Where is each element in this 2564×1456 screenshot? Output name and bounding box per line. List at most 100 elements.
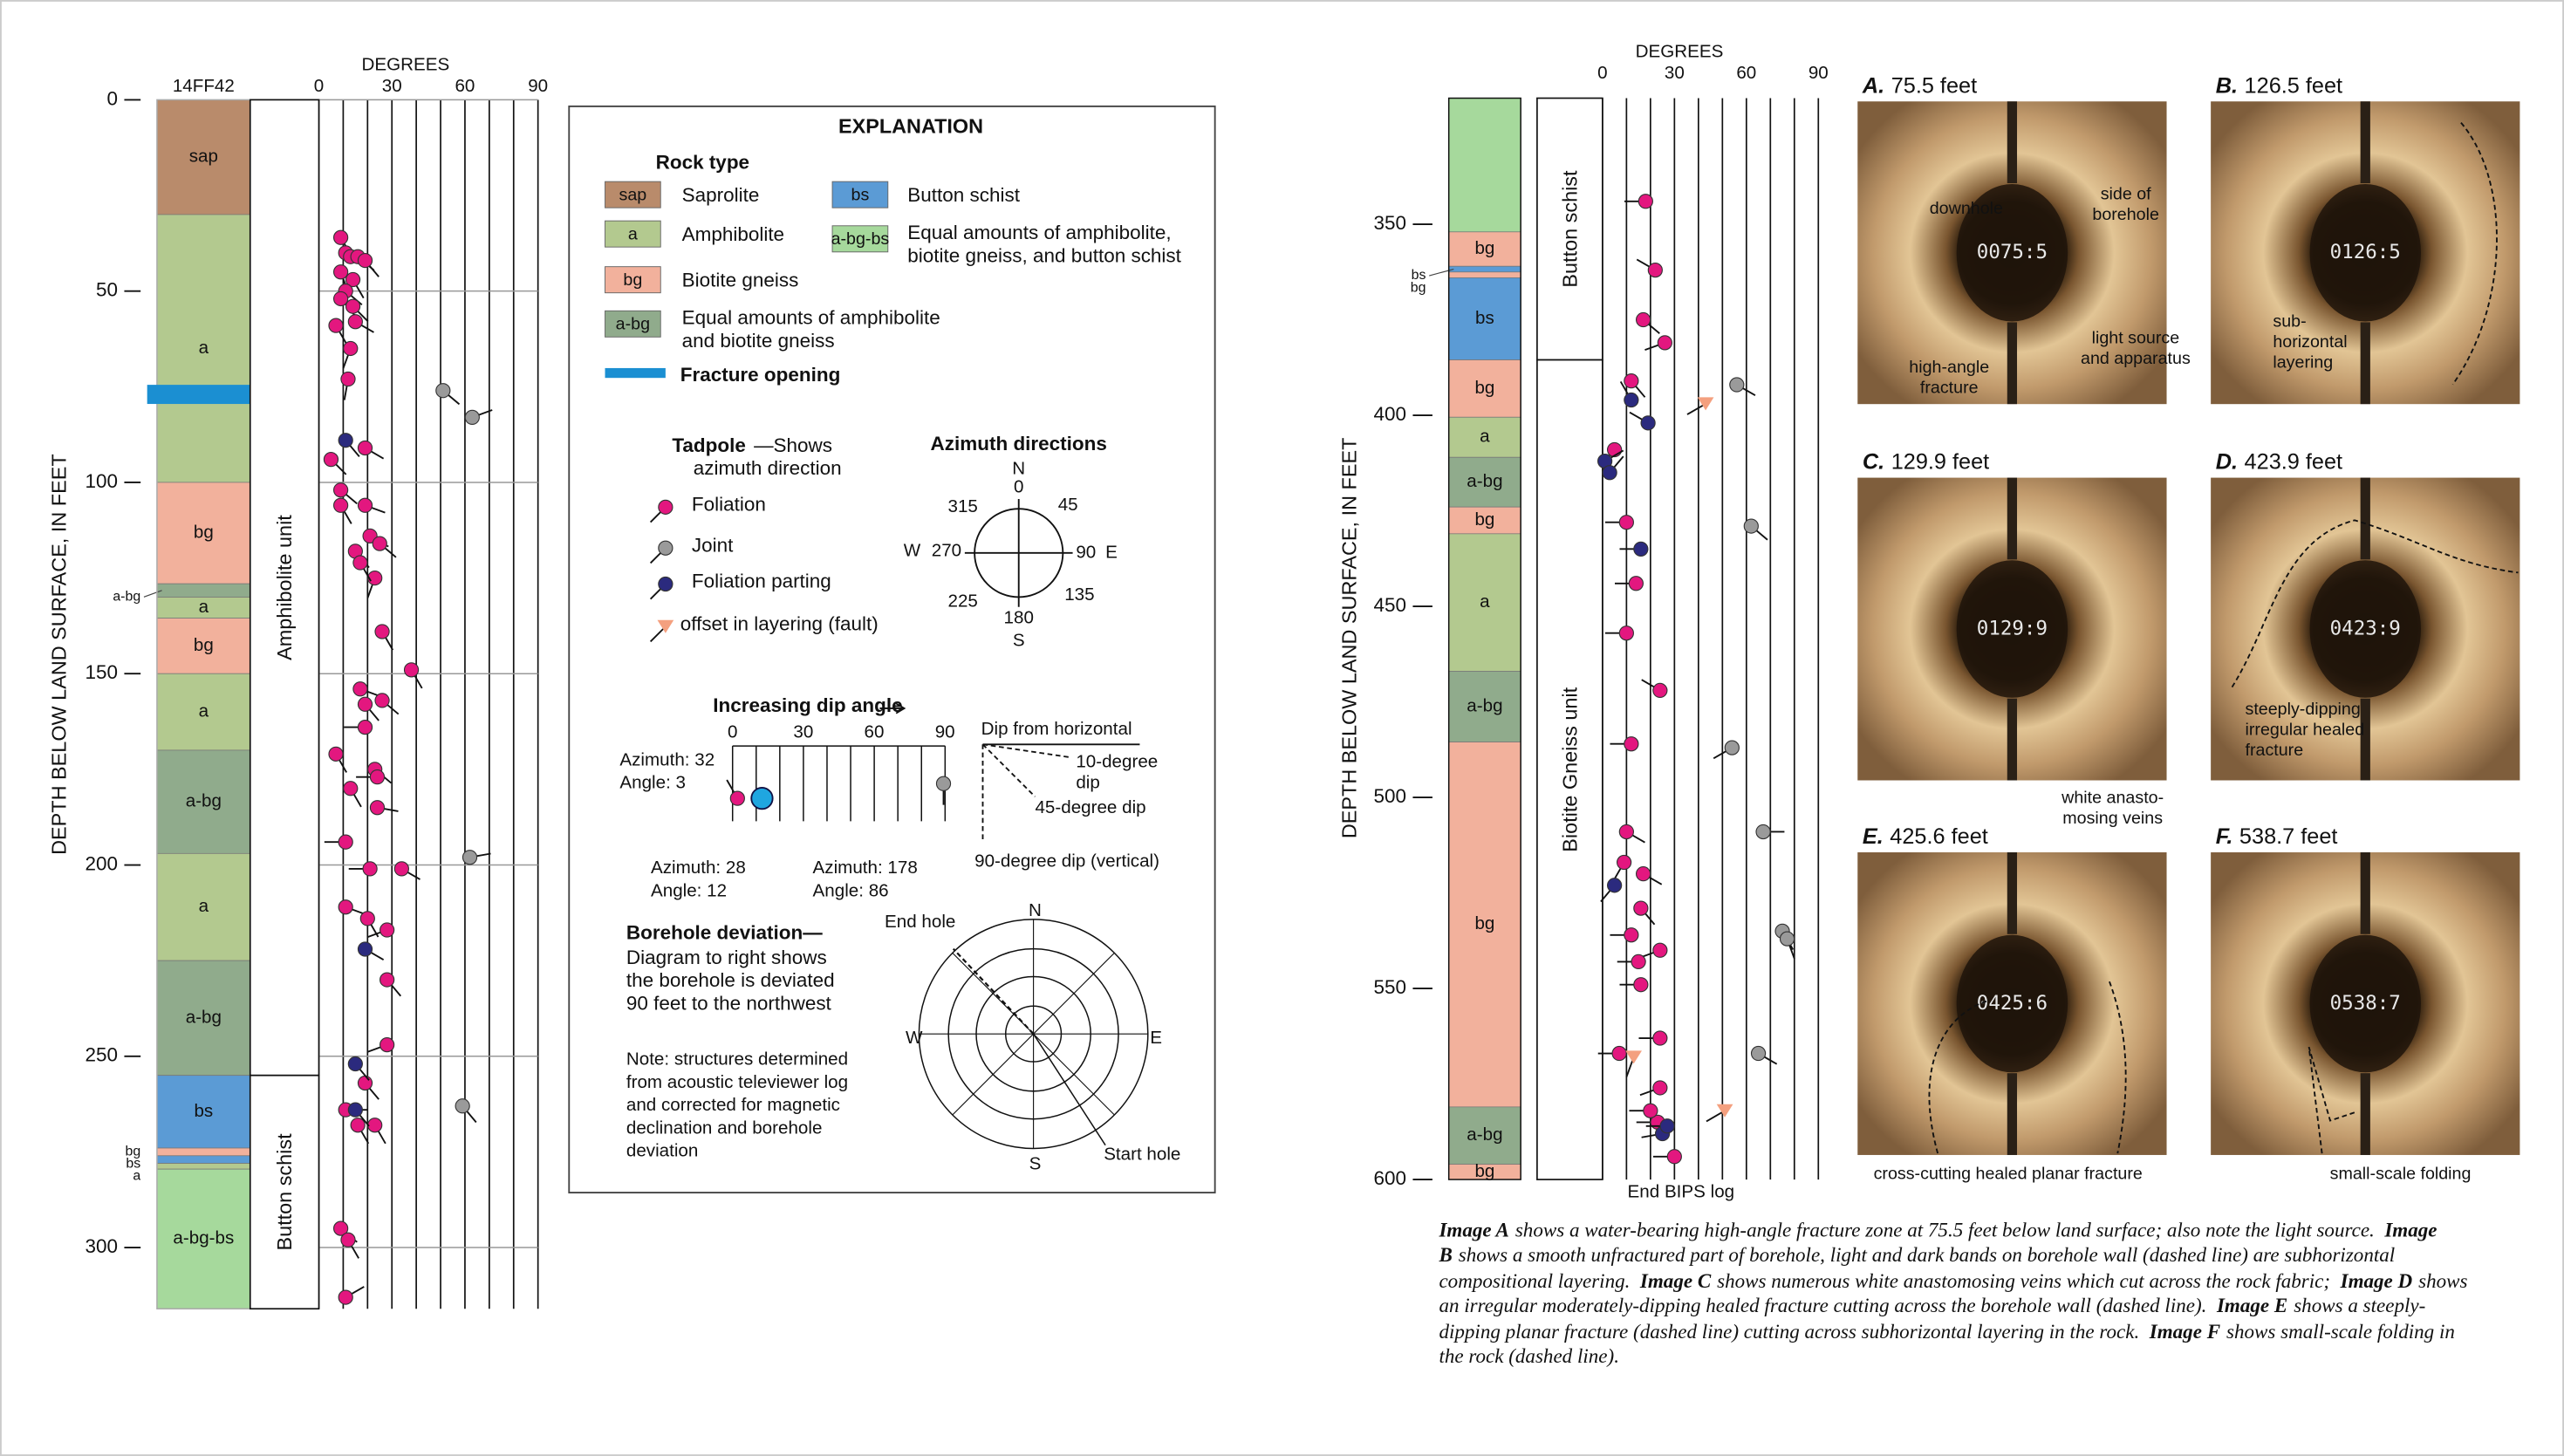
joint-tadpole	[465, 410, 492, 424]
tadpole-head	[1653, 683, 1667, 697]
depth-counter: 0129:9	[1977, 618, 2048, 640]
unit-label: Button schist	[1558, 170, 1581, 288]
tadpole-head	[358, 942, 372, 956]
layer-label: a	[199, 896, 209, 916]
compass-label: S	[1013, 631, 1025, 651]
tadpole-head	[1629, 577, 1643, 591]
foliation-tadpole	[1613, 855, 1631, 880]
layer-label: a	[199, 338, 209, 358]
fracture-opening	[147, 385, 260, 404]
layer-label: bg	[1474, 509, 1494, 530]
legend-text: Equal amounts of amphibolite,	[907, 222, 1171, 243]
layer-label: bg	[194, 523, 214, 543]
well-id: 14FF42	[173, 76, 235, 96]
tadpole-head	[1638, 195, 1652, 208]
tadpole-head	[370, 770, 384, 784]
swatch-code: a-bg	[616, 314, 650, 333]
unit-label: Biotite Gneiss unit	[1558, 687, 1581, 851]
tadpole-head	[1624, 393, 1638, 407]
foliation-tadpole	[380, 973, 401, 996]
legend-text: Diagram to right shows	[626, 947, 827, 968]
image-letter: F.	[2216, 824, 2233, 849]
x-tick-label: 90	[1808, 63, 1829, 83]
compass-label: 270	[932, 540, 961, 560]
note-text: and corrected for magnetic	[626, 1095, 840, 1115]
layer-label: bs	[1475, 308, 1494, 328]
tadpole-head	[659, 541, 673, 555]
image-letter: B.	[2216, 73, 2238, 98]
tadpole-head	[341, 1233, 355, 1247]
foliation-tadpole	[1634, 901, 1655, 925]
sample-text: Azimuth: 178	[813, 858, 918, 878]
legend-text: azimuth direction	[694, 457, 842, 479]
annotation: fracture	[1920, 379, 1979, 398]
depth-counter: 0425:6	[1977, 992, 2048, 1015]
foliation-tadpole	[325, 835, 352, 849]
sample-text: Angle: 3	[619, 773, 686, 793]
foliation-tadpole	[370, 801, 398, 815]
tadpole-head	[358, 441, 372, 455]
swatch-code: bg	[623, 270, 642, 290]
tadpole-head	[358, 697, 372, 711]
foliation-tadpole	[343, 341, 357, 368]
layer-side-label: a-bg	[113, 590, 140, 605]
heading: Azimuth directions	[931, 433, 1107, 455]
tadpole-head	[324, 453, 338, 467]
tadpole-head	[1667, 1150, 1681, 1164]
tadpole-head	[358, 721, 372, 735]
dip-note: 10-degree	[1076, 751, 1158, 771]
tadpole-head	[380, 1038, 394, 1052]
depth-counter: 0126:5	[2330, 241, 2401, 263]
tadpole-head	[373, 537, 386, 550]
content: DEGREES0306090050100150200250300DEPTH BE…	[48, 41, 2520, 1415]
caption-label: Image C	[1640, 1269, 1711, 1292]
layer-label: a-bg-bs	[173, 1228, 234, 1248]
foliation-tadpole	[1619, 978, 1647, 992]
foliation-tadpole	[358, 498, 385, 512]
annotation: small-scale folding	[2330, 1165, 2472, 1184]
foliation-tadpole	[1615, 577, 1643, 591]
x-tick-label: 0	[1597, 63, 1607, 83]
polar-label: End hole	[885, 912, 955, 932]
apparatus	[2361, 699, 2370, 781]
tadpole-head	[329, 747, 343, 761]
dip-scale-label: 90	[935, 722, 955, 742]
lithology-layer	[157, 1148, 250, 1156]
heading: Tadpole	[672, 434, 746, 456]
layer-label: a-bg	[1467, 1124, 1502, 1145]
tadpole-head	[1644, 1104, 1658, 1118]
image-depth: 425.6 feet	[1890, 824, 1988, 849]
y-tick-label: 300	[85, 1235, 118, 1257]
legend-fracture-swatch	[605, 368, 666, 378]
tadpole-head	[659, 577, 673, 591]
tadpole-head	[455, 1099, 469, 1113]
tadpole-head	[375, 625, 389, 639]
y-tick-label: 500	[1373, 785, 1406, 807]
fault-tadpole	[1625, 1050, 1642, 1077]
tadpole-head	[344, 782, 358, 796]
image-title: D.423.9 feet	[2216, 449, 2342, 474]
legend-text: the borehole is deviated	[626, 969, 835, 991]
tadpole-head	[1619, 824, 1633, 838]
foliation-tadpole	[1640, 1081, 1667, 1095]
tadpole-head	[358, 1076, 372, 1090]
foliation-tadpole	[1637, 312, 1660, 333]
layer-label: a	[1480, 591, 1490, 612]
layer-label: bs	[194, 1101, 213, 1121]
foliation-tadpole	[375, 625, 393, 650]
image-title: B.126.5 feet	[2216, 73, 2342, 98]
tadpole-head	[348, 1103, 362, 1117]
fault-tadpole	[1706, 1104, 1733, 1122]
explanation-title: EXPLANATION	[838, 114, 983, 137]
annotation: horizontal	[2273, 332, 2347, 352]
tadpole-head	[338, 1290, 352, 1304]
compass-label: 315	[947, 496, 977, 516]
layer-label: a-bg	[186, 1007, 222, 1027]
image-depth: 129.9 feet	[1891, 449, 1990, 474]
foliation-tadpole	[1605, 626, 1633, 640]
tadpole-head	[334, 483, 348, 497]
foliation-tadpole	[344, 782, 361, 807]
tadpole-head	[363, 862, 377, 876]
dip-note: dip	[1076, 773, 1100, 793]
caption-label: Image F	[2150, 1320, 2220, 1343]
